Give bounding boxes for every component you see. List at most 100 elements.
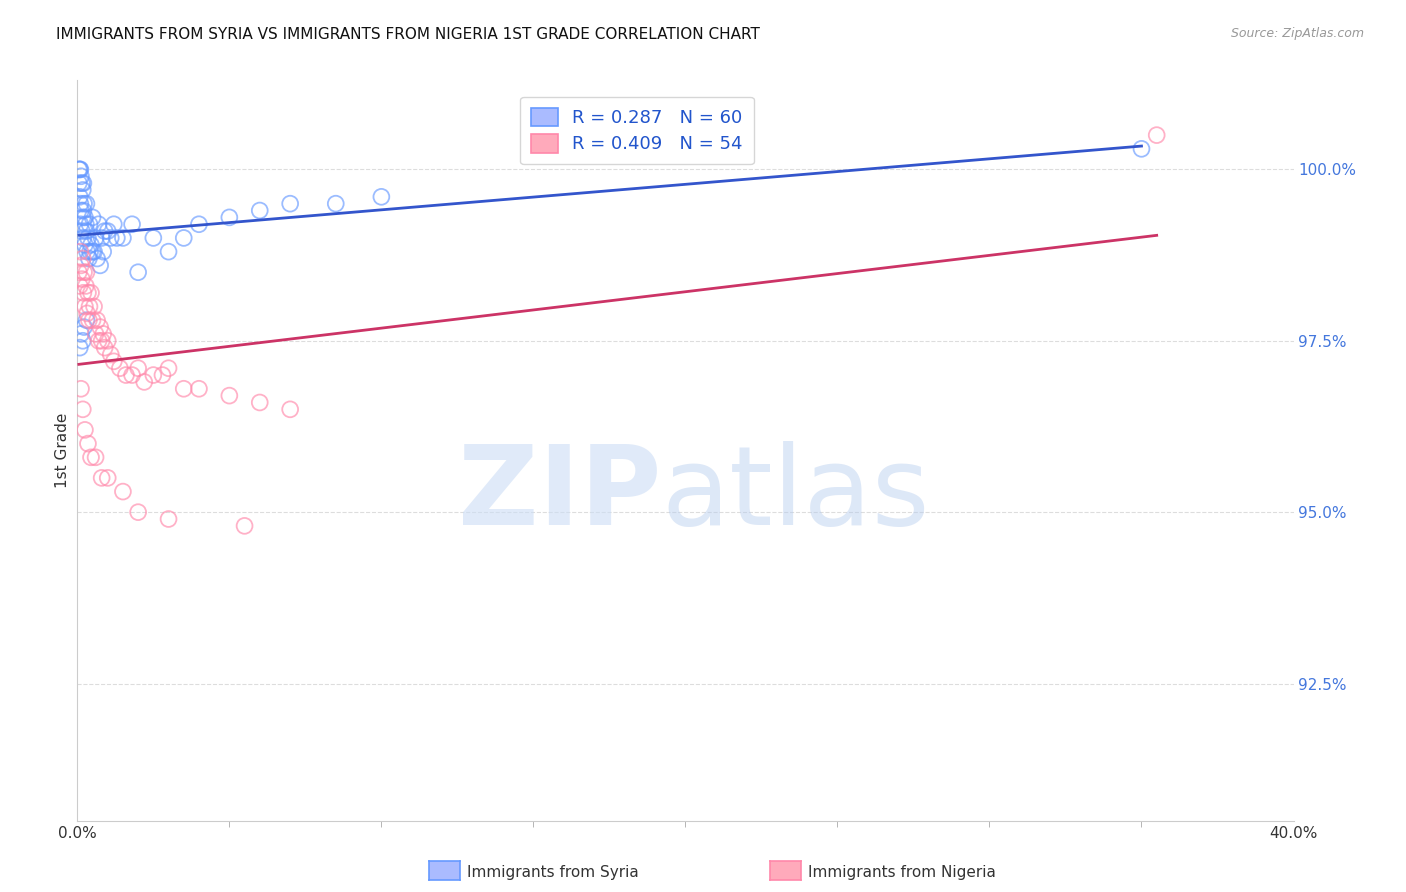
Point <box>103 354 125 368</box>
Point <box>70 272 93 286</box>
Point <box>121 368 143 382</box>
Point <box>75 217 97 231</box>
Point <box>72 252 94 266</box>
Point <box>70 203 93 218</box>
Point <box>1146 128 1168 142</box>
Point <box>72 203 94 218</box>
Point <box>76 306 98 320</box>
Point <box>370 190 392 204</box>
Point <box>142 368 165 382</box>
Point <box>134 375 156 389</box>
Point <box>70 169 93 184</box>
Point <box>127 361 149 376</box>
Text: IMMIGRANTS FROM SYRIA VS IMMIGRANTS FROM NIGERIA 1ST GRADE CORRELATION CHART: IMMIGRANTS FROM SYRIA VS IMMIGRANTS FROM… <box>56 27 761 42</box>
Point <box>173 231 195 245</box>
Point <box>67 176 90 190</box>
Point <box>90 231 112 245</box>
Point <box>83 300 105 314</box>
Point <box>72 176 94 190</box>
Point <box>127 505 149 519</box>
Point <box>152 368 174 382</box>
Point <box>73 237 96 252</box>
Point <box>89 259 111 273</box>
Point <box>82 244 104 259</box>
Point <box>76 244 98 259</box>
Point <box>80 237 103 252</box>
Point <box>84 450 107 465</box>
Point <box>93 224 115 238</box>
Point <box>1130 142 1153 156</box>
Point <box>69 244 91 259</box>
Point <box>91 244 114 259</box>
Point <box>127 265 149 279</box>
Point <box>278 196 301 211</box>
Point <box>72 334 94 348</box>
Point <box>93 341 115 355</box>
Point <box>173 382 195 396</box>
Point <box>75 224 97 238</box>
Text: ZIP: ZIP <box>458 442 661 549</box>
Point <box>100 347 122 361</box>
Point <box>69 196 91 211</box>
Point <box>73 196 96 211</box>
Point <box>69 341 91 355</box>
Point <box>249 203 271 218</box>
Point <box>73 265 96 279</box>
Point <box>75 279 97 293</box>
Legend: R = 0.287   N = 60, R = 0.409   N = 54: R = 0.287 N = 60, R = 0.409 N = 54 <box>520 96 754 164</box>
Point <box>82 313 104 327</box>
Point <box>84 326 107 341</box>
Point <box>67 162 90 177</box>
Point <box>75 196 97 211</box>
Point <box>188 382 211 396</box>
Point <box>142 231 165 245</box>
Point <box>75 265 97 279</box>
Point <box>111 484 134 499</box>
Point <box>70 224 93 238</box>
Text: atlas: atlas <box>661 442 929 549</box>
Point <box>157 512 180 526</box>
Point <box>97 334 120 348</box>
Point <box>75 313 97 327</box>
Point <box>121 217 143 231</box>
Point <box>80 285 103 300</box>
Point <box>73 320 96 334</box>
Point <box>70 382 93 396</box>
Point <box>83 244 105 259</box>
Point <box>86 252 108 266</box>
Point <box>80 450 103 465</box>
Point <box>86 313 108 327</box>
Point <box>69 279 91 293</box>
Point <box>82 211 104 225</box>
Point <box>72 183 94 197</box>
Point <box>111 231 134 245</box>
Point <box>103 217 125 231</box>
Point <box>77 231 100 245</box>
Point <box>79 244 101 259</box>
Point <box>115 368 138 382</box>
Text: Immigrants from Syria: Immigrants from Syria <box>467 865 638 880</box>
Point <box>278 402 301 417</box>
Point <box>97 471 120 485</box>
Point <box>90 334 112 348</box>
Point <box>77 436 100 450</box>
Point <box>73 300 96 314</box>
Point <box>69 190 91 204</box>
Y-axis label: 1st Grade: 1st Grade <box>55 413 70 488</box>
Point <box>108 361 131 376</box>
Point <box>188 217 211 231</box>
Point <box>70 176 93 190</box>
Point <box>233 519 256 533</box>
Point <box>69 217 91 231</box>
Point <box>70 326 93 341</box>
Point <box>72 211 94 225</box>
Point <box>87 334 110 348</box>
Point <box>90 471 112 485</box>
Point <box>97 224 120 238</box>
Point <box>77 285 100 300</box>
Point <box>84 231 107 245</box>
Point <box>89 320 111 334</box>
Point <box>69 162 91 177</box>
Point <box>157 361 180 376</box>
Point <box>79 217 101 231</box>
